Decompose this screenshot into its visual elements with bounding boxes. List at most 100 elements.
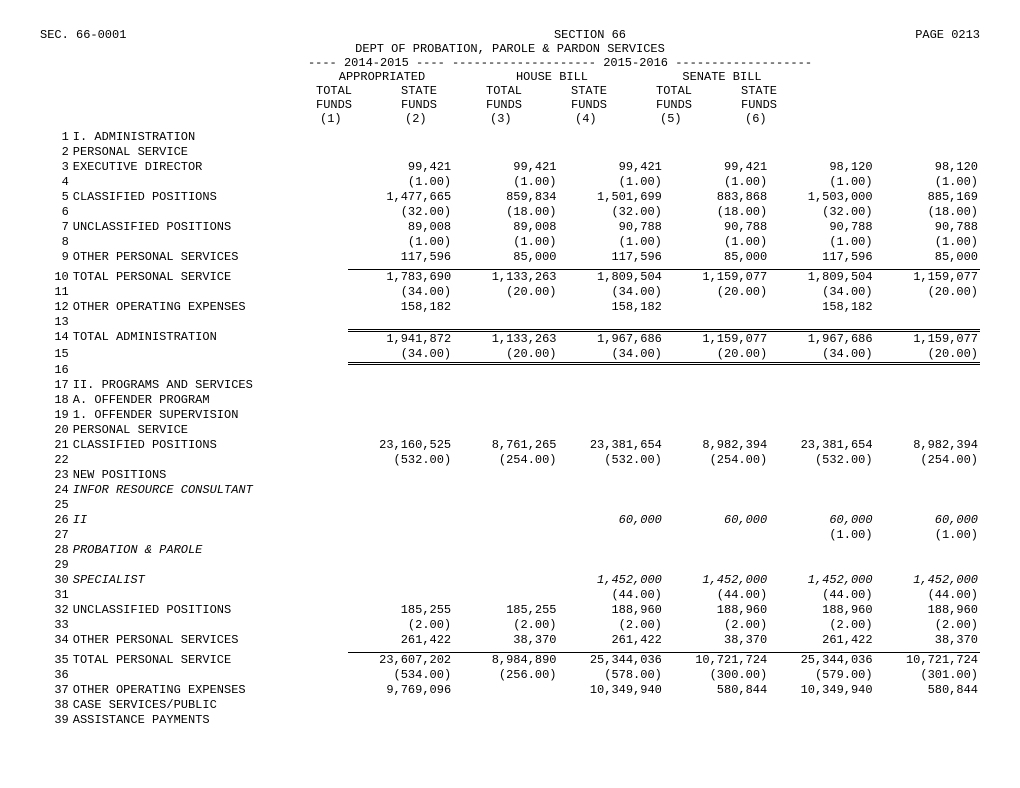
value-cell: 1,809,504 (559, 270, 664, 286)
value-cell (348, 483, 453, 498)
sec-label: SEC. 66-0001 (40, 28, 300, 42)
value-cell (453, 698, 558, 713)
line-number: 32 (40, 603, 71, 618)
table-row: 1I. ADMINISTRATION (40, 130, 980, 145)
value-cell (875, 408, 980, 423)
value-cell: (34.00) (559, 347, 664, 364)
header-line-1: SEC. 66-0001 SECTION 66 PAGE 0213 (40, 28, 980, 42)
group-house-bill: HOUSE BILL (468, 70, 638, 84)
value-cell: 8,982,394 (664, 438, 769, 453)
value-cell: (2.00) (769, 618, 874, 633)
value-cell: 60,000 (559, 513, 664, 528)
value-cell (453, 300, 558, 315)
value-cell: (1.00) (453, 235, 558, 250)
table-row: 29 (40, 558, 980, 573)
line-number: 30 (40, 573, 71, 588)
value-cell: 85,000 (453, 250, 558, 265)
value-cell (769, 378, 874, 393)
value-cell: 99,421 (348, 160, 453, 175)
value-cell: (32.00) (348, 205, 453, 220)
group-appropriated: APPROPRIATED (298, 70, 468, 84)
value-cell: 158,182 (348, 300, 453, 315)
line-description (71, 668, 348, 683)
value-cell (875, 558, 980, 573)
value-cell (559, 423, 664, 438)
value-cell (348, 513, 453, 528)
table-row: 18 A. OFFENDER PROGRAM (40, 393, 980, 408)
line-description (71, 285, 348, 300)
table-row: 34 OTHER PERSONAL SERVICES261,42238,3702… (40, 633, 980, 648)
value-cell (875, 543, 980, 558)
value-cell: 188,960 (769, 603, 874, 618)
value-cell (453, 573, 558, 588)
line-description (71, 588, 348, 603)
value-cell (664, 363, 769, 378)
table-row: 38 CASE SERVICES/PUBLIC (40, 698, 980, 713)
table-row: 39 ASSISTANCE PAYMENTS (40, 713, 980, 728)
value-cell (348, 558, 453, 573)
value-cell: (254.00) (664, 453, 769, 468)
value-cell: (2.00) (875, 618, 980, 633)
line-description: UNCLASSIFIED POSITIONS (71, 603, 348, 618)
value-cell: 859,834 (453, 190, 558, 205)
line-description (71, 453, 348, 468)
col-num-3: (3) (468, 112, 553, 126)
value-cell (453, 315, 558, 330)
line-description: ASSISTANCE PAYMENTS (71, 713, 348, 728)
value-cell (875, 698, 980, 713)
column-number-row: (1) (2) (3) (4) (5) (6) (40, 112, 980, 126)
value-cell: 1,809,504 (769, 270, 874, 286)
value-cell: 188,960 (559, 603, 664, 618)
value-cell (664, 468, 769, 483)
value-cell: (32.00) (559, 205, 664, 220)
value-cell: (20.00) (664, 347, 769, 364)
value-cell: (300.00) (664, 668, 769, 683)
value-cell (348, 423, 453, 438)
table-row: 5 CLASSIFIED POSITIONS1,477,665859,8341,… (40, 190, 980, 205)
value-cell (769, 393, 874, 408)
line-number: 36 (40, 668, 71, 683)
value-cell (348, 468, 453, 483)
section-title: SECTION 66 (300, 28, 880, 42)
line-description: CLASSIFIED POSITIONS (71, 438, 348, 453)
line-description (71, 347, 348, 364)
value-cell (664, 558, 769, 573)
value-cell: 1,967,686 (559, 330, 664, 347)
value-cell (559, 315, 664, 330)
value-cell: 188,960 (664, 603, 769, 618)
col-total-2: TOTAL (468, 84, 553, 98)
table-row: 12 OTHER OPERATING EXPENSES158,182158,18… (40, 300, 980, 315)
value-cell (348, 588, 453, 603)
value-cell (769, 483, 874, 498)
line-description: II (71, 513, 348, 528)
value-cell (769, 423, 874, 438)
value-cell: 580,844 (875, 683, 980, 698)
line-number: 33 (40, 618, 71, 633)
value-cell (348, 130, 453, 145)
value-cell (348, 528, 453, 543)
value-cell: 89,008 (348, 220, 453, 235)
value-cell (348, 543, 453, 558)
line-description: OTHER PERSONAL SERVICES (71, 250, 348, 265)
value-cell: 117,596 (559, 250, 664, 265)
value-cell (664, 315, 769, 330)
value-cell (348, 713, 453, 728)
budget-page: SEC. 66-0001 SECTION 66 PAGE 0213 DEPT O… (40, 28, 980, 728)
value-cell: (44.00) (664, 588, 769, 603)
value-cell: 580,844 (664, 683, 769, 698)
value-cell: (20.00) (875, 285, 980, 300)
col-num-6: (6) (723, 112, 808, 126)
line-description: PERSONAL SERVICE (71, 145, 348, 160)
table-row: 27(1.00)(1.00) (40, 528, 980, 543)
value-cell: (18.00) (664, 205, 769, 220)
table-row: 20 PERSONAL SERVICE (40, 423, 980, 438)
line-description: PERSONAL SERVICE (71, 423, 348, 438)
col-state-3: STATE (723, 84, 808, 98)
line-description (71, 618, 348, 633)
table-row: 3 EXECUTIVE DIRECTOR99,42199,42199,42199… (40, 160, 980, 175)
value-cell (769, 363, 874, 378)
value-cell: 261,422 (769, 633, 874, 648)
value-cell (664, 300, 769, 315)
value-cell (559, 468, 664, 483)
value-cell: (532.00) (769, 453, 874, 468)
